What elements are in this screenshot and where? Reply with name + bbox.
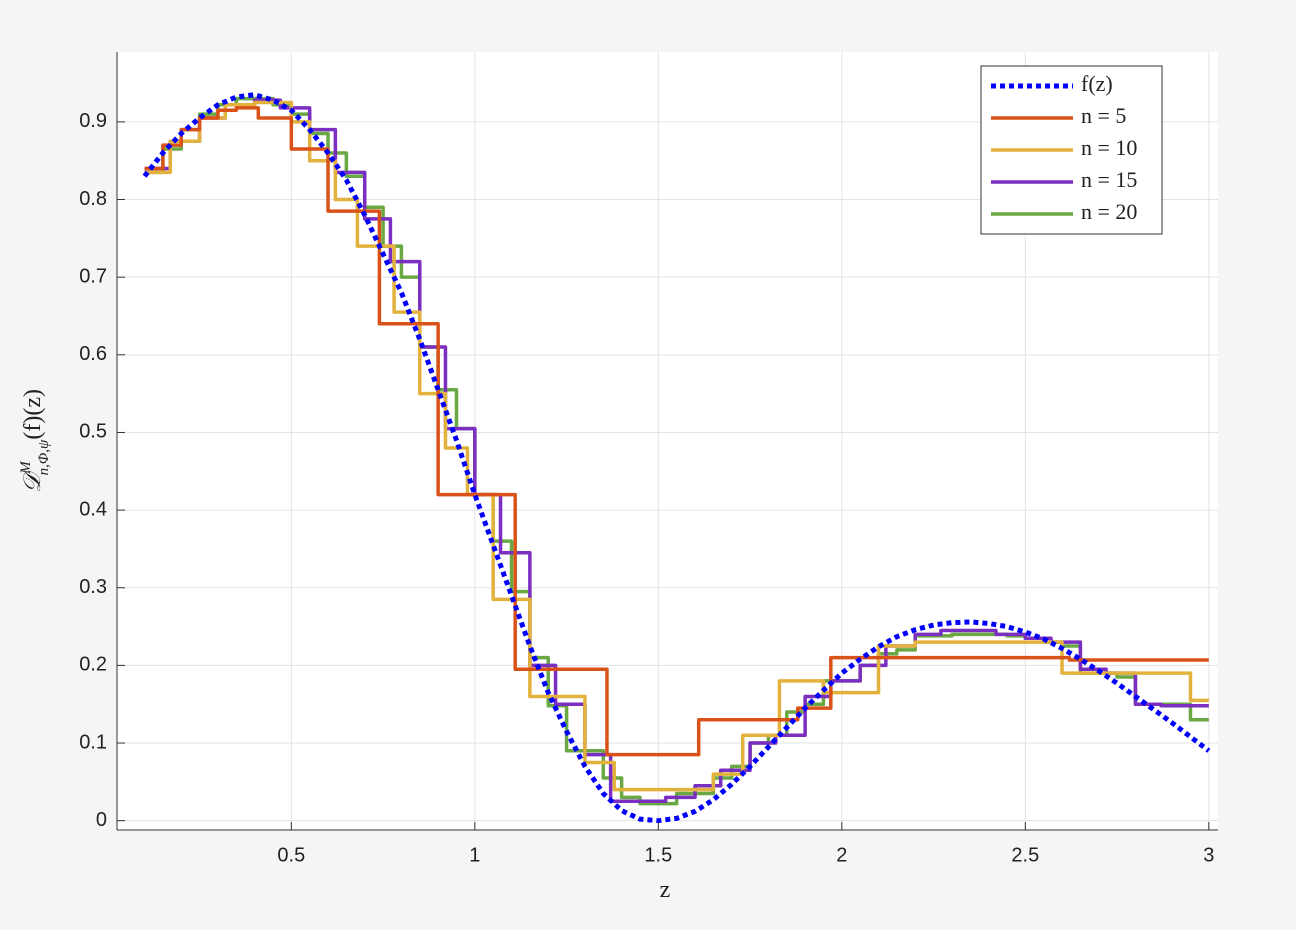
legend-label: n = 5 xyxy=(1081,103,1126,128)
x-tick-label: 0.5 xyxy=(277,844,305,866)
y-tick-label: 0.4 xyxy=(79,498,107,520)
y-label-sub: n,Φ,ψ xyxy=(36,439,52,475)
x-tick-label: 2.5 xyxy=(1011,844,1039,866)
x-tick-label: 2 xyxy=(836,844,847,866)
y-tick-label: 0.3 xyxy=(79,576,107,598)
x-tick-label: 1.5 xyxy=(644,844,672,866)
x-tick-label: 1 xyxy=(469,844,480,866)
x-axis-label: z xyxy=(660,877,671,903)
series-line xyxy=(144,98,1209,804)
series-line xyxy=(142,92,1211,824)
y-tick-label: 0.5 xyxy=(79,421,107,443)
x-tick-label: 3 xyxy=(1203,844,1214,866)
y-tick-label: 0.6 xyxy=(79,343,107,365)
y-axis-label: 𝒟M n,Φ,ψ(f)(z) xyxy=(18,389,52,493)
legend-label: n = 15 xyxy=(1081,167,1137,192)
y-tick-label: 0 xyxy=(96,809,107,831)
y-tick-label: 0.8 xyxy=(79,188,107,210)
y-tick-label: 0.9 xyxy=(79,110,107,132)
y-label-rest: (f)(z) xyxy=(20,389,46,440)
axes: 0.5 1 1.5 2 2.5 3 0 0.1 0.2 0.3 0.4 0.5 0.6 0.7 0.8 0.9 xyxy=(79,52,1218,866)
y-tick-label: 0.2 xyxy=(79,654,107,676)
y-tick-label: 0.7 xyxy=(79,265,107,287)
legend-label: f(z) xyxy=(1081,71,1113,96)
legend-label: n = 20 xyxy=(1081,199,1137,224)
lines xyxy=(142,92,1211,824)
y-label-sup: M xyxy=(18,460,34,475)
legend: f(z) n = 5 n = 10 n = 15 n = 20 xyxy=(980,65,1163,235)
y-tick-label: 0.1 xyxy=(79,731,107,753)
legend-label: n = 10 xyxy=(1081,135,1137,160)
